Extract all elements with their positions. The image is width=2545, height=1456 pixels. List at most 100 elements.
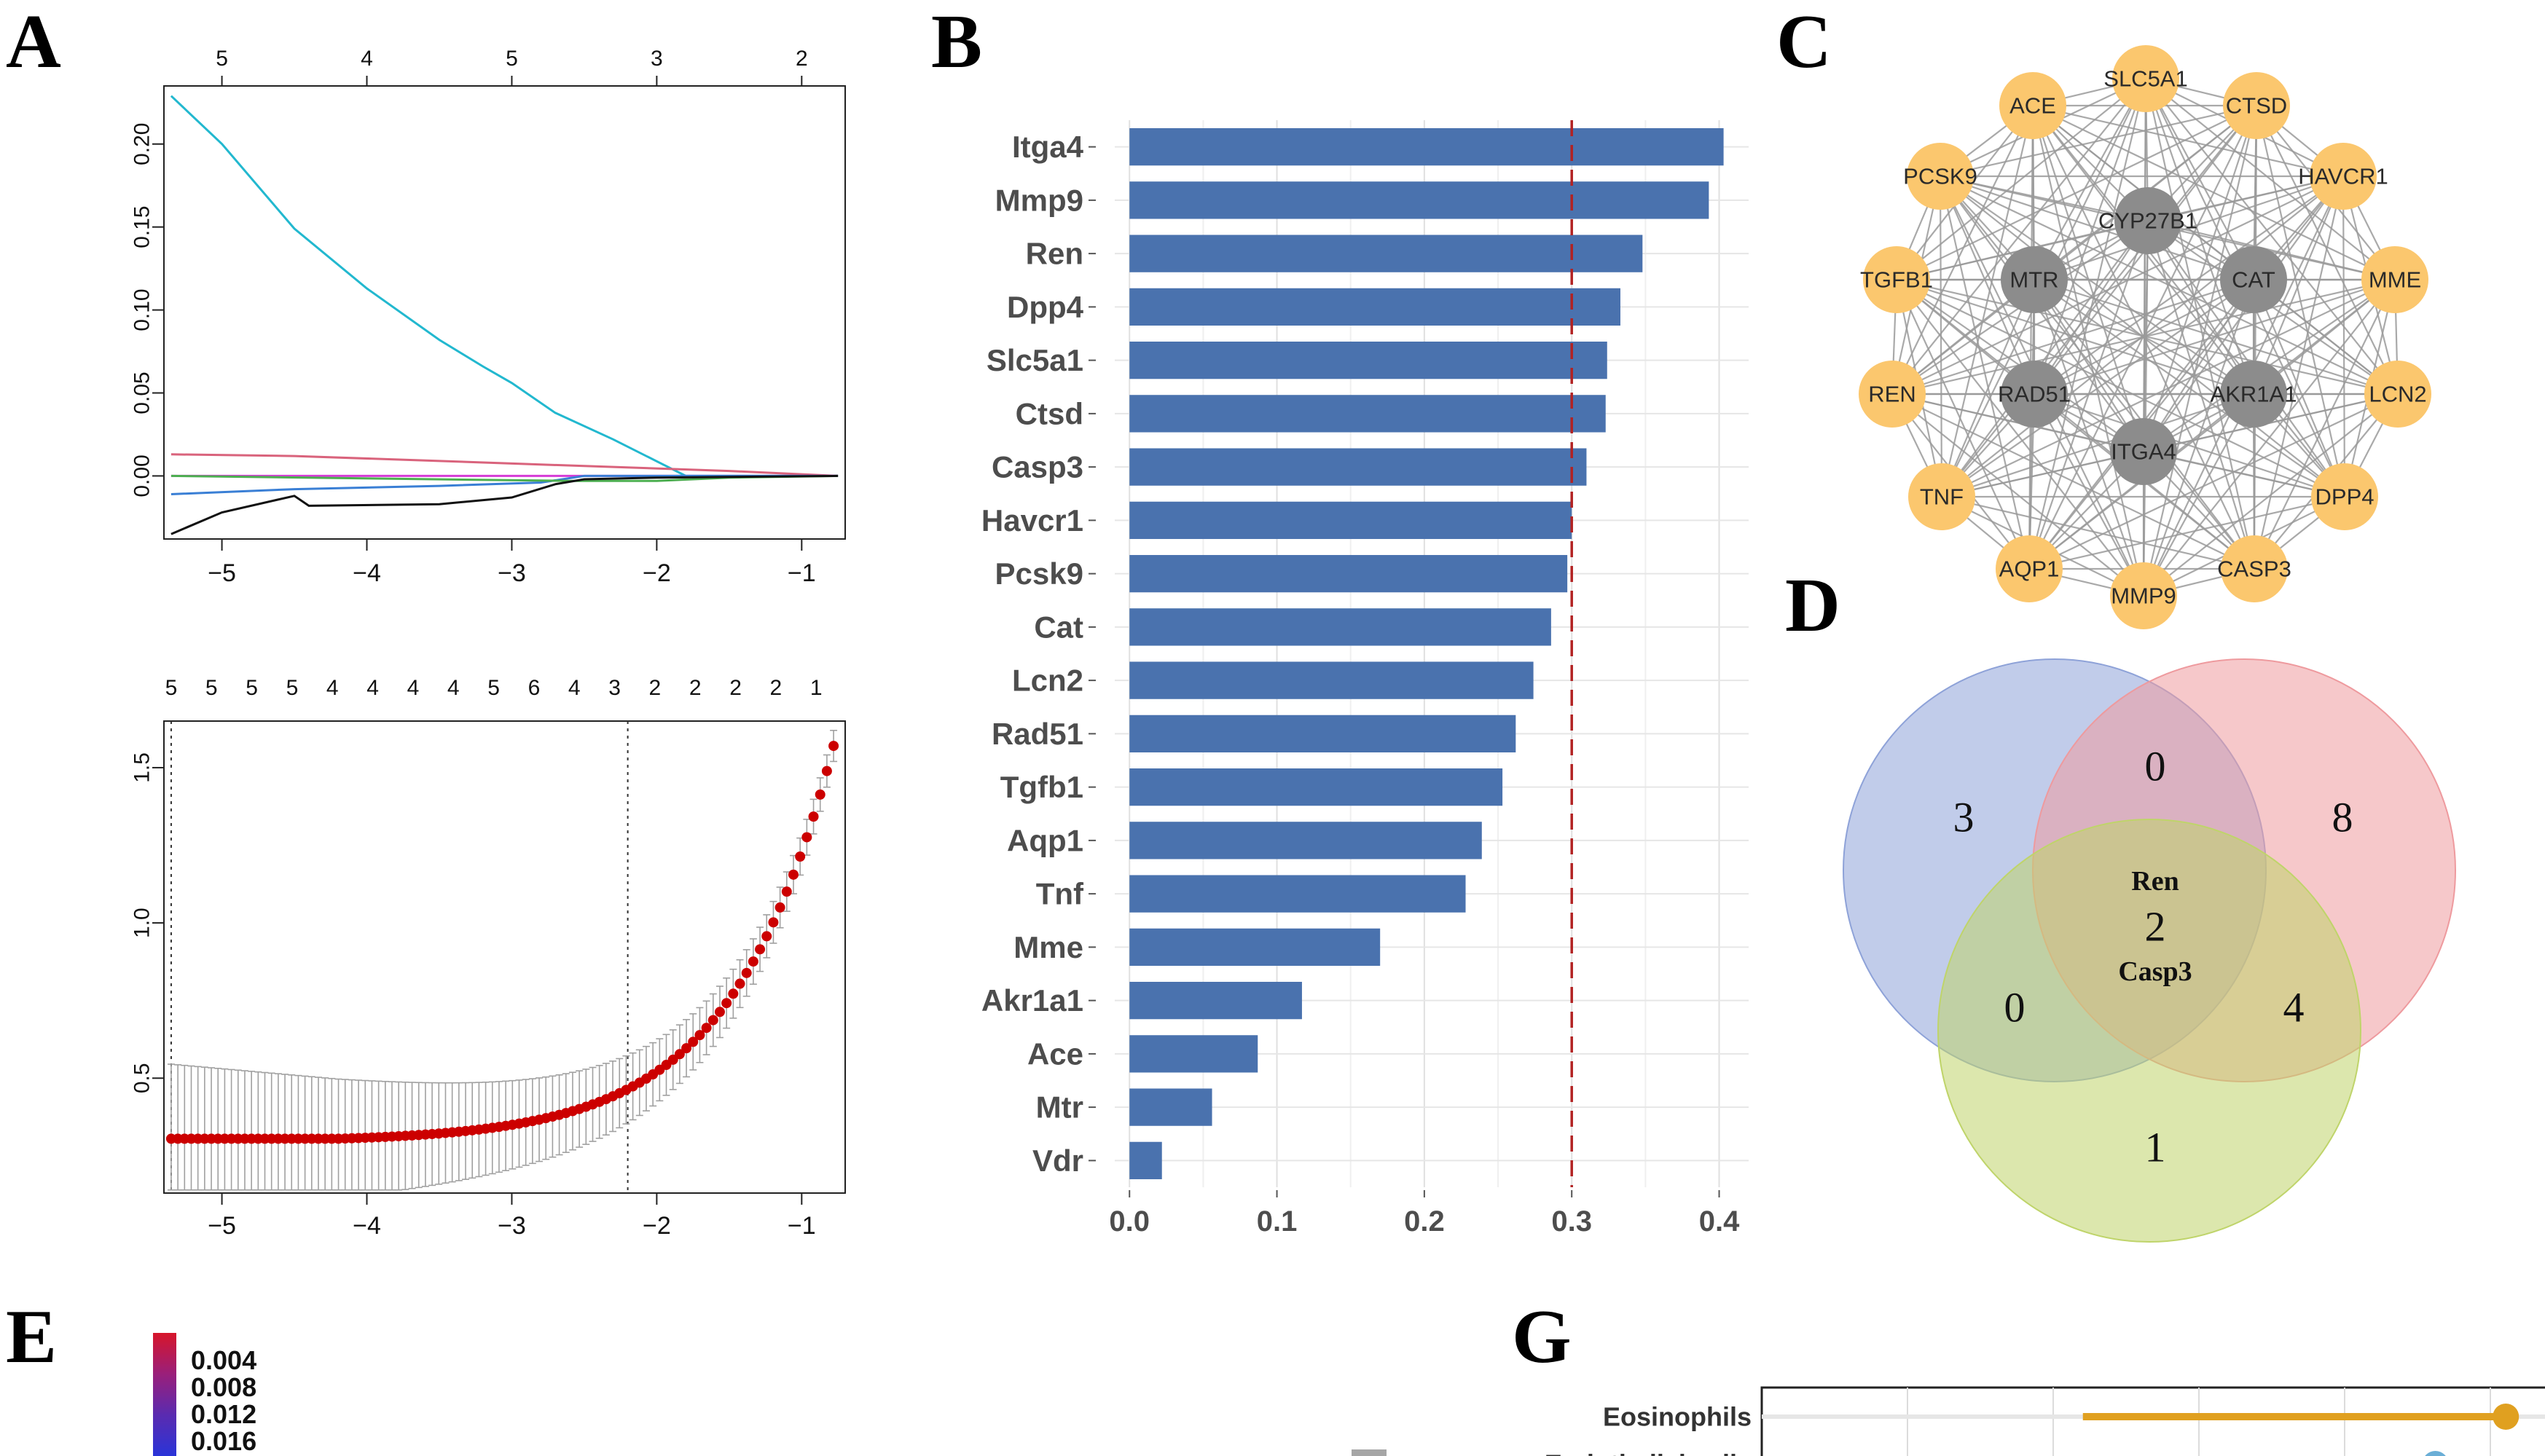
a2-cv-point xyxy=(674,1049,685,1060)
c-network-edge xyxy=(2033,279,2145,597)
b-bar-pcsk9 xyxy=(1129,554,1568,593)
a2-x-tick-label: −1 xyxy=(788,1212,816,1240)
c-node-label: CYP27B1 xyxy=(2098,208,2197,234)
a2-cv-point xyxy=(688,1036,699,1047)
a1-y-tick-label: 0.15 xyxy=(130,205,154,248)
b-bar-cat xyxy=(1129,608,1551,646)
a2-cv-point xyxy=(734,978,745,989)
b-bar-casp3 xyxy=(1129,448,1587,486)
c-node-akr1a1 xyxy=(2220,361,2287,428)
d-region-count-rf-only: 1 xyxy=(2145,1124,2166,1171)
a2-x-tick-label: −5 xyxy=(208,1212,236,1240)
a2-top-count-label: 5 xyxy=(205,676,218,700)
b-bar-itga4 xyxy=(1129,127,1724,166)
c-node-label: AQP1 xyxy=(1999,556,2060,582)
b-feature-label: Aqp1 xyxy=(1007,823,1083,857)
c-node-havcr1 xyxy=(2310,143,2377,210)
c-network-edge xyxy=(2253,176,2345,570)
panel-label-b: B xyxy=(931,0,983,84)
a2-cv-point xyxy=(681,1043,692,1054)
a2-top-count-label: 5 xyxy=(487,676,500,700)
b-bar-havcr1 xyxy=(1129,501,1572,540)
b-feature-label: Tnf xyxy=(1036,877,1084,911)
e-legend-value-label: 0.008 xyxy=(191,1372,256,1402)
a1-x-tick-label: −3 xyxy=(498,559,526,587)
c-node-mmp9 xyxy=(2110,562,2177,629)
c-network-edge xyxy=(1896,78,2146,280)
b-bar-slc5a1 xyxy=(1129,341,1607,379)
b-bar-vdr xyxy=(1129,1141,1162,1180)
c-node-label: TNF xyxy=(1920,484,1964,510)
c-network-edge xyxy=(1896,279,2345,497)
b-feature-label: Mmp9 xyxy=(995,183,1083,217)
c-network-edge xyxy=(2143,450,2345,498)
b-x-tick-label: 0.2 xyxy=(1404,1205,1445,1237)
b-bar-mmp9 xyxy=(1129,181,1709,219)
c-network-edge xyxy=(2034,176,2344,395)
c-network-edge xyxy=(2034,393,2144,597)
c-node-mme xyxy=(2361,246,2428,313)
c-network-edge xyxy=(2143,279,2254,452)
c-network-edge xyxy=(2147,220,2345,497)
g-plot-frame xyxy=(1760,1386,2545,1456)
a1-y-tick-label: 0.10 xyxy=(130,288,154,331)
b-x-tick-label: 0.0 xyxy=(1109,1205,1150,1237)
c-network-edge xyxy=(1896,279,2144,597)
b-feature-label: Havcr1 xyxy=(981,503,1083,538)
c-node-aqp1 xyxy=(1996,535,2063,602)
c-network-edge xyxy=(2252,279,2346,497)
c-node-label: MME xyxy=(2369,267,2421,293)
a2-cv-point xyxy=(768,917,779,928)
c-network-edge xyxy=(2342,176,2346,497)
a2-top-count-label: 4 xyxy=(407,676,420,700)
a2-cv-point xyxy=(728,988,739,999)
b-bar-mme xyxy=(1129,928,1381,967)
c-network-edge xyxy=(1891,393,2255,570)
a2-top-count-label: 4 xyxy=(447,676,460,700)
a2-cv-point xyxy=(788,869,799,880)
b-bar-ace xyxy=(1129,1035,1258,1073)
c-network-edge xyxy=(2147,219,2396,281)
b-feature-label: Slc5a1 xyxy=(987,343,1083,377)
a2-cv-point xyxy=(721,998,732,1009)
a1-plot-frame xyxy=(163,85,846,540)
b-feature-label: Mme xyxy=(1013,930,1083,964)
c-network-edge xyxy=(2143,279,2396,597)
a1-x-tick-label: −5 xyxy=(208,559,236,587)
d-region-count-all: 2 xyxy=(2145,903,2166,951)
a2-cv-point xyxy=(755,944,766,955)
a2-cv-point xyxy=(808,811,819,822)
d-region-count-mcode-only: 8 xyxy=(2332,794,2353,841)
a1-top-tick-label: 4 xyxy=(361,47,373,71)
c-node-label: RAD51 xyxy=(1998,382,2071,407)
a2-top-count-label: 2 xyxy=(729,676,742,700)
a2-cv-point xyxy=(748,956,758,967)
c-node-label: CAT xyxy=(2232,267,2275,293)
c-node-label: AKR1A1 xyxy=(2211,382,2297,407)
c-network-edge xyxy=(1940,175,2149,222)
c-network-edge xyxy=(2032,104,2344,178)
c-node-dpp4 xyxy=(2311,463,2378,530)
b-feature-label: Ctsd xyxy=(1016,396,1083,430)
c-node-label: PCSK9 xyxy=(1903,164,1977,189)
a2-cv-point xyxy=(714,1007,725,1018)
c-network-edge xyxy=(2028,393,2399,570)
a2-top-count-label: 5 xyxy=(246,676,258,700)
c-network-edge xyxy=(1940,279,2036,497)
c-node-ren xyxy=(1859,361,1926,428)
panel-label-g: G xyxy=(1512,1294,1572,1379)
a1-top-tick-label: 5 xyxy=(506,47,518,71)
c-network-edge xyxy=(2032,105,2345,497)
panel-label-d: D xyxy=(1785,562,1840,648)
b-feature-label: Rad51 xyxy=(992,717,1083,751)
a2-cv-point xyxy=(761,931,772,942)
e-legend-value-label: 0.012 xyxy=(191,1399,256,1429)
c-node-label: SLC5A1 xyxy=(2103,66,2187,92)
b-feature-label: Casp3 xyxy=(992,450,1083,484)
a2-cv-point xyxy=(667,1054,678,1065)
c-node-label: ITGA4 xyxy=(2111,439,2176,465)
panel-label-e: E xyxy=(6,1294,58,1379)
b-x-tick-label: 0.3 xyxy=(1551,1205,1592,1237)
a1-x-tick-label: −1 xyxy=(788,559,816,587)
b-feature-label: Vdr xyxy=(1032,1144,1083,1178)
